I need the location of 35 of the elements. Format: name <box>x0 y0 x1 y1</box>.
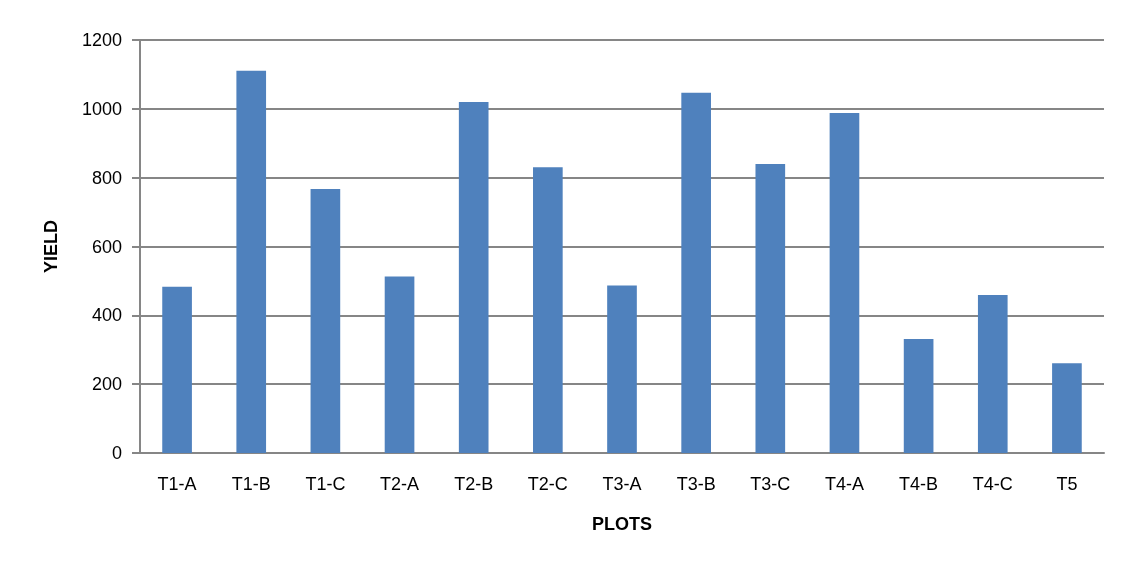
x-tick-label: T3-B <box>676 474 716 494</box>
y-tick-label: 1200 <box>81 30 122 50</box>
bar <box>755 163 786 453</box>
bar <box>977 295 1008 453</box>
x-tick-label: T2-B <box>454 474 494 494</box>
x-tick-label: T4-A <box>824 474 864 494</box>
bar <box>533 167 563 453</box>
y-tick-label: 800 <box>91 167 122 188</box>
x-tick-label: T3-A <box>602 474 642 494</box>
bar <box>1052 363 1082 453</box>
y-tick-label: 400 <box>91 305 122 326</box>
x-tick-label: T5 <box>1056 474 1078 494</box>
x-tick-label: T2-C <box>527 474 568 494</box>
bar <box>236 70 267 453</box>
y-tick-label: 200 <box>91 374 122 395</box>
x-tick-label: T1-A <box>157 474 197 494</box>
bar <box>162 286 192 453</box>
bar <box>458 101 489 453</box>
bar <box>829 112 860 453</box>
bar <box>607 285 637 453</box>
bar <box>681 92 711 453</box>
x-tick-label: T4-C <box>972 474 1013 494</box>
bar <box>310 189 341 453</box>
y-tick-label: 1000 <box>81 98 122 119</box>
x-tick-label: T4-B <box>899 474 939 494</box>
y-axis-title: YIELD <box>41 219 61 274</box>
x-tick-label: T1-C <box>305 474 346 494</box>
bar <box>384 276 415 453</box>
x-tick-label: T2-A <box>380 474 420 494</box>
y-tick-label: 0 <box>111 443 122 463</box>
x-tick-label: T3-C <box>750 474 791 494</box>
x-axis-title: PLOTS <box>591 514 653 534</box>
x-tick-label: T1-B <box>231 474 271 494</box>
bar <box>903 339 934 453</box>
y-tick-label: 600 <box>91 236 122 257</box>
